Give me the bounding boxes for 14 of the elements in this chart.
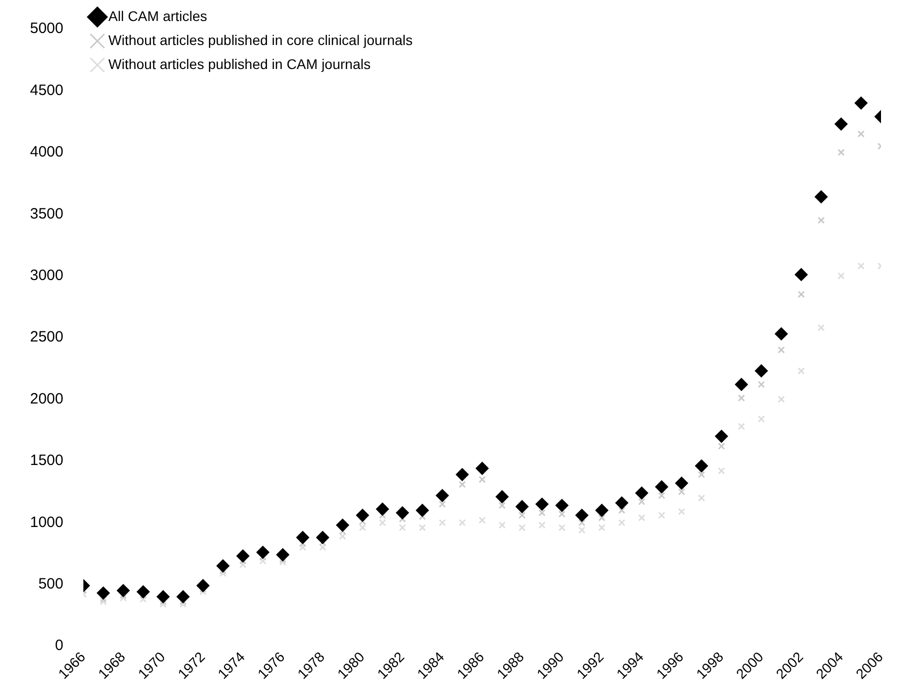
y-tick-label: 0 [55, 637, 64, 654]
legend-label: All CAM articles [108, 8, 208, 24]
y-tick-label: 500 [38, 576, 64, 593]
y-tick-label: 1500 [30, 452, 64, 470]
y-tick-label: 1000 [30, 514, 64, 531]
y-tick-label: 4500 [30, 82, 64, 99]
y-tick-label: 3500 [30, 205, 64, 222]
y-tick-label: 2500 [30, 328, 64, 346]
y-tick-label: 3000 [30, 266, 64, 284]
y-tick-label: 4000 [30, 144, 64, 161]
y-tick-label: 5000 [30, 20, 64, 38]
legend-label: Without articles published in CAM journals [108, 56, 371, 72]
legend-label: Without articles published in core clinical journals [108, 32, 413, 48]
y-tick-label: 2000 [30, 390, 64, 408]
